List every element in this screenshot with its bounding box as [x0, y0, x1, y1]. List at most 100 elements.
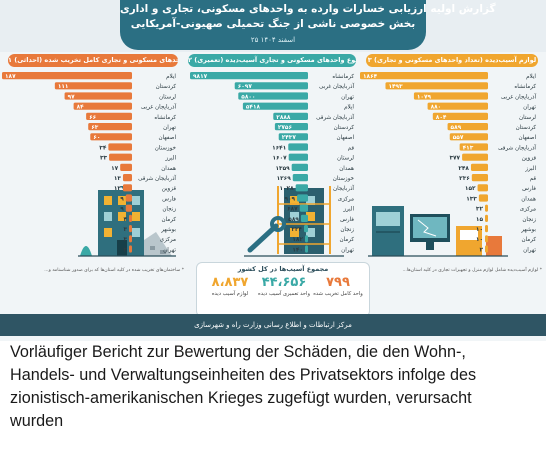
bar-p1-11 — [122, 184, 132, 192]
province-label-p3-0: ایلام — [526, 74, 536, 80]
province-label-p1-17: تهران — [163, 247, 176, 253]
bar-p2-3 — [242, 102, 308, 110]
bar-p3-11 — [477, 184, 488, 192]
total-repairable: ۴۴،۶۵۶ واحد تعمیری آسیب دیده — [257, 276, 311, 298]
bar-p3-0 — [360, 72, 488, 80]
title-line-1: گزارش اولیه ارزیابی خسارات وارده به واحد… — [120, 3, 496, 15]
panel-2-title: ۲ مجموع واحدهای مسکونی و تجاری آسیب‌دیده… — [188, 54, 356, 67]
bar-p2-4 — [273, 112, 308, 120]
bar-p1-1 — [54, 82, 132, 90]
bar-p1-10 — [122, 174, 132, 182]
bar-p2-12 — [297, 194, 308, 202]
province-label-p1-5: تهران — [163, 125, 176, 131]
bar-p2-8 — [288, 153, 308, 161]
value-label-p3-9: ۲۴۸ — [458, 166, 469, 172]
title-line-2: بخش خصوصی ناشی از جنگ تحمیلی صهیونی-آمری… — [130, 18, 416, 30]
bar-p2-14 — [300, 214, 308, 222]
province-label-p3-5: کردستان — [516, 124, 537, 131]
bar-p1-0 — [2, 72, 132, 80]
bar-p3-6 — [449, 133, 488, 141]
total-repairable-label: واحد تعمیری آسیب دیده — [258, 291, 310, 297]
value-label-p3-10: ۲۳۶ — [459, 175, 470, 182]
value-label-p3-14: ۱۵ — [476, 217, 484, 223]
value-label-p2-14: ۵۸۹ — [288, 217, 299, 223]
province-label-p1-16: مرکزی — [160, 236, 176, 243]
value-label-p1-3: ۸۴ — [77, 105, 85, 111]
bar-charts: ایلام ۱۸۷ کردستان ۱۱۱ لرستان ۹۷ آذربایجان غربی… — [2, 72, 537, 257]
bar-p2-17 — [305, 245, 308, 253]
province-label-p3-3: تهران — [523, 105, 536, 111]
footer-bar: مرکز ارتباطات و اطلاع رسانی وزارت راه و … — [0, 314, 546, 336]
total-destroyed-label: واحد کامل تخریب شده — [313, 291, 363, 297]
province-label-p2-3: ایلام — [344, 105, 354, 111]
value-label-p3-16: ۱۰ — [476, 237, 483, 243]
bar-p3-2 — [413, 92, 488, 100]
province-label-p3-8: قزوین — [522, 156, 537, 162]
bar-p2-15 — [303, 225, 308, 233]
bar-p1-4 — [86, 112, 132, 120]
value-label-p3-8: ۳۷۷ — [449, 155, 460, 162]
value-label-p2-15: ۳۳۴ — [291, 226, 302, 233]
value-label-p3-12: ۱۳۳ — [466, 195, 477, 202]
province-label-p3-6: اصفهان — [518, 135, 536, 141]
value-label-p1-12: ۹ — [120, 196, 124, 202]
province-label-p3-16: کرمان — [521, 236, 536, 243]
value-label-p3-5: ۵۸۹ — [451, 125, 462, 131]
bar-p2-2 — [238, 92, 308, 100]
value-label-p1-14: ۴ — [123, 217, 127, 223]
value-label-p1-11: ۱۳ — [114, 185, 122, 192]
bar-p3-17 — [485, 245, 488, 253]
province-label-p1-8: البرز — [164, 156, 176, 162]
value-label-p2-13: ۶۸۷ — [287, 207, 298, 213]
province-label-p2-14: فارس — [340, 217, 354, 223]
panel-1-title: ۱ مجموع واحدهای مسکونی و تجاری کامل تخری… — [8, 54, 178, 67]
value-label-p1-13: ۹ — [120, 207, 124, 213]
province-label-p2-7: قم — [348, 145, 355, 151]
province-label-p1-9: همدان — [161, 166, 176, 172]
bar-p1-3 — [73, 102, 132, 110]
bar-p3-16 — [485, 235, 488, 243]
bar-p3-7 — [459, 143, 488, 151]
value-label-p2-16: ۱۸۲ — [292, 237, 303, 243]
value-label-p3-6: ۵۵۷ — [453, 135, 464, 141]
province-label-p3-9: البرز — [524, 166, 536, 172]
value-label-p1-10: ۱۳ — [114, 175, 122, 182]
province-label-p2-0: کرمانشاه — [332, 73, 354, 80]
province-label-p2-4: آذربایجان شرقی — [316, 114, 354, 121]
infographic: گزارش اولیه ارزیابی خسارات وارده به واحد… — [0, 0, 546, 341]
value-label-p1-1: ۱۱۱ — [58, 84, 69, 90]
value-label-p3-11: ۱۵۲ — [465, 186, 476, 192]
value-label-p3-17: ۲ — [479, 247, 483, 253]
bar-p1-7 — [108, 143, 132, 151]
province-label-p1-7: خوزستان — [155, 145, 177, 151]
province-label-p3-7: آذربایجان شرقی — [498, 144, 536, 151]
bar-p3-12 — [478, 194, 488, 202]
province-label-p1-15: بوشهر — [160, 227, 176, 233]
value-label-p1-4: ۶۶ — [89, 115, 96, 121]
province-label-p1-1: کردستان — [156, 83, 177, 90]
value-label-p1-0: ۱۸۷ — [5, 74, 16, 80]
bar-p2-16 — [305, 235, 308, 243]
province-label-p2-6: اصفهان — [336, 135, 354, 141]
value-label-p2-1: ۶۰۹۷ — [238, 84, 253, 90]
bar-p1-9 — [120, 163, 132, 171]
total-appliances-label: لوازم آسیب دیده — [211, 291, 249, 297]
bar-p1-2 — [64, 92, 132, 100]
province-label-p1-3: آذربایجان غربی — [141, 104, 176, 111]
province-label-p1-4: کرمانشاه — [154, 114, 176, 121]
bar-p2-0 — [190, 72, 308, 80]
totals-title: مجموع آسیب‌ها در کل کشور — [237, 265, 329, 273]
value-label-p2-6: ۲۴۳۷ — [282, 134, 297, 141]
bar-p3-5 — [447, 123, 488, 131]
total-destroyed: ۷۹۹ واحد کامل تخریب شده — [311, 276, 365, 298]
value-label-p2-12: ۹۰۹ — [284, 196, 295, 202]
value-label-p3-13: ۳۲ — [476, 206, 484, 213]
province-label-p2-13: البرز — [342, 207, 354, 213]
province-label-p2-11: آذربایجان — [333, 185, 354, 192]
province-label-p1-2: لرستان — [159, 94, 176, 100]
value-label-p1-5: ۶۳ — [91, 124, 99, 131]
province-label-p3-17: تهران — [523, 247, 536, 253]
province-label-p1-10: آذربایجان شرقی — [138, 175, 176, 182]
value-label-p1-16: ۳ — [123, 236, 127, 243]
report-date: ۲۵ اسفند ۱۴۰۴ — [250, 36, 296, 44]
